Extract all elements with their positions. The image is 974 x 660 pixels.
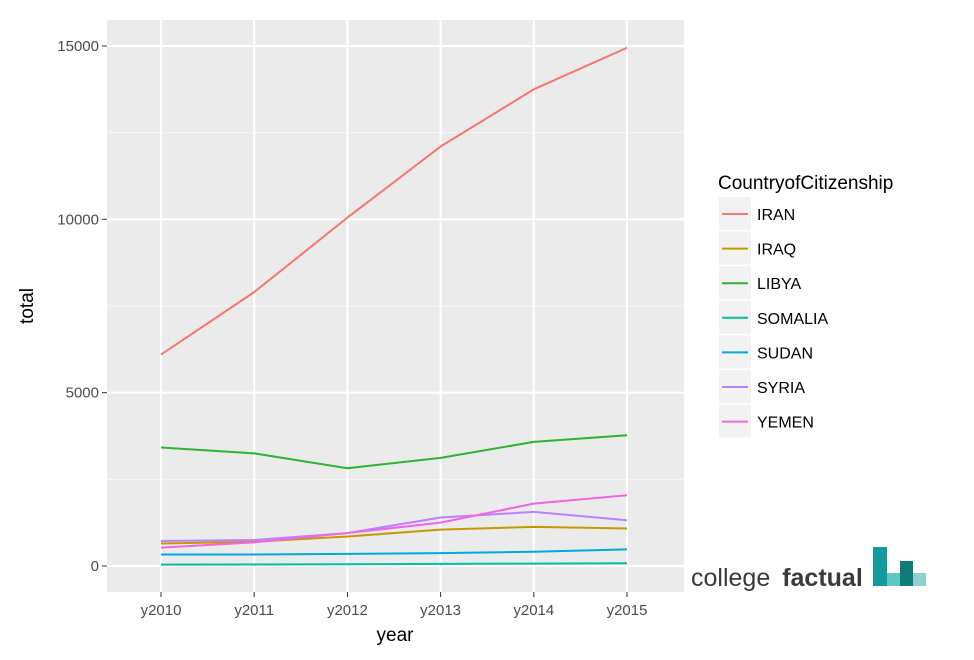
legend-label-somalia: SOMALIA bbox=[757, 311, 828, 328]
y-tick-label: 15000 bbox=[57, 38, 99, 55]
series-line-libya bbox=[160, 434, 628, 470]
legend-label-syria: SYRIA bbox=[757, 380, 805, 397]
logo-bars-icon bbox=[873, 547, 926, 586]
grid-minor bbox=[107, 132, 684, 480]
x-tick-label: y2013 bbox=[420, 602, 461, 619]
x-tick-label: y2010 bbox=[141, 602, 182, 619]
grid-major bbox=[107, 20, 684, 592]
legend-label-libya: LIBYA bbox=[757, 276, 802, 293]
x-tick-label: y2014 bbox=[513, 602, 554, 619]
series-line-iraq bbox=[160, 525, 628, 545]
logo-wordmark: college factual bbox=[691, 564, 863, 592]
x-axis-title: year bbox=[377, 625, 415, 646]
y-tick-label: 10000 bbox=[57, 211, 99, 228]
legend-label-sudan: SUDAN bbox=[757, 345, 813, 362]
y-axis: 0 5000 10000 15000 bbox=[57, 38, 107, 575]
series-line-syria bbox=[160, 510, 628, 543]
logo-word-factual: factual bbox=[782, 564, 863, 592]
series-line-iran bbox=[160, 46, 628, 356]
series-lines bbox=[160, 46, 628, 566]
legend: CountryofCitizenship IRAN IRAQ LIBYA SOMALI… bbox=[718, 173, 893, 438]
y-axis-title: total bbox=[17, 288, 38, 324]
x-tick-label: y2011 bbox=[234, 602, 274, 619]
legend-label-yemen: YEMEN bbox=[757, 415, 814, 432]
college-factual-logo: college factual bbox=[691, 547, 926, 592]
y-tick-label: 0 bbox=[91, 558, 99, 575]
x-tick-label: y2015 bbox=[607, 602, 648, 619]
x-axis: y2010 y2011 y2012 y2013 y2014 y2015 bbox=[141, 592, 648, 619]
y-tick-label: 5000 bbox=[66, 385, 99, 402]
series-line-yemen bbox=[160, 494, 628, 549]
series-line-sudan bbox=[161, 548, 628, 556]
legend-label-iraq: IRAQ bbox=[757, 242, 796, 259]
series-line-somalia bbox=[160, 562, 628, 566]
logo-word-college: college bbox=[691, 564, 770, 592]
legend-title: CountryofCitizenship bbox=[718, 173, 893, 194]
x-tick-label: y2012 bbox=[327, 602, 368, 619]
legend-label-iran: IRAN bbox=[757, 207, 795, 224]
